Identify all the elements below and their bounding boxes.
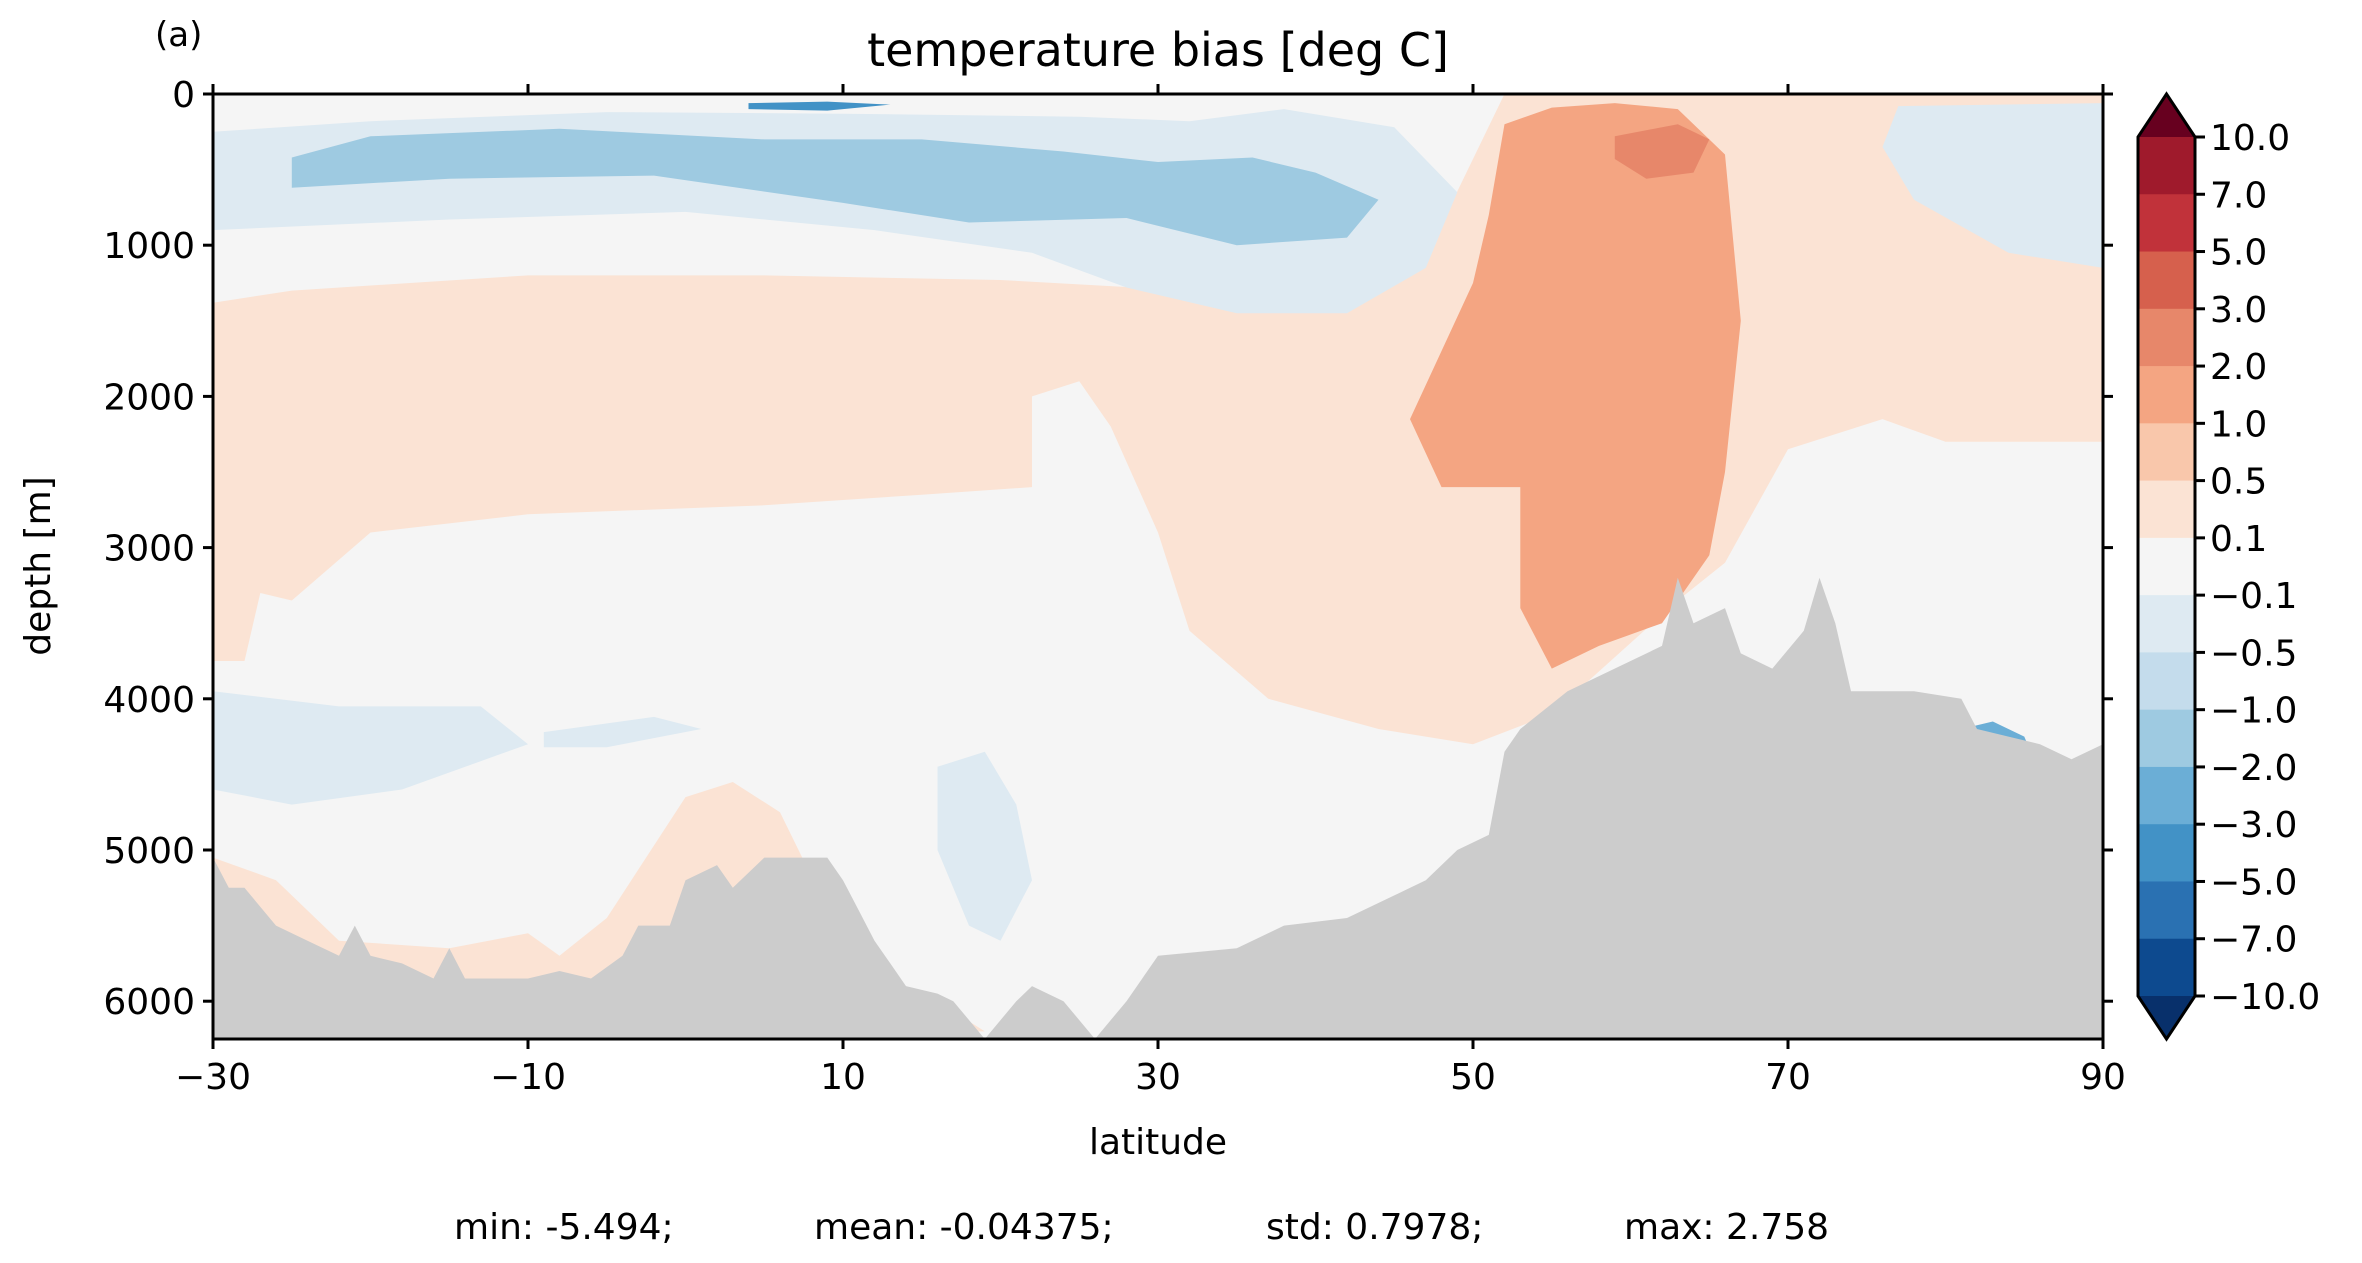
y-tick-label: 6000 [103, 982, 195, 1023]
colorbar-swatch [2138, 652, 2195, 711]
x-tick-label: 90 [2080, 1057, 2126, 1098]
y-tick-label: 4000 [103, 680, 195, 721]
colorbar-tick-label: −1.0 [2210, 691, 2297, 732]
field-region-cool-upper-north [1882, 103, 2103, 268]
colorbar-swatch [2138, 709, 2195, 768]
colorbar-swatch [2138, 938, 2195, 997]
colorbar: 10.0 7.0 5.0 3.0 2.0 1.0 0.5 0.1 −0.1 −0.5 −1.0 −2.… [2136, 91, 2320, 1042]
colorbar-swatch [2138, 824, 2195, 883]
colorbar-extend-min [2138, 996, 2195, 1039]
field-region-cool-upper-core [291, 128, 1379, 246]
colorbar-swatch [2138, 423, 2195, 482]
colorbar-tick-label: 0.5 [2210, 462, 2267, 503]
colorbar-tick-label: 7.0 [2210, 175, 2267, 216]
colorbar-tick-label: −0.1 [2210, 576, 2297, 617]
colorbar-swatch [2138, 194, 2195, 253]
y-tick-label: 5000 [103, 831, 195, 872]
colorbar-swatch [2138, 595, 2195, 653]
panel-label: (a) [155, 15, 202, 55]
x-tick-label: 70 [1765, 1057, 1811, 1098]
colorbar-tick-label: 2.0 [2210, 347, 2267, 388]
x-tick-label: 10 [820, 1057, 866, 1098]
x-tick-label: 50 [1450, 1057, 1496, 1098]
field-region-cool-surface-strip [748, 101, 891, 111]
y-tick-label: 0 [172, 75, 195, 116]
colorbar-swatch [2138, 251, 2195, 310]
colorbar-swatch [2138, 137, 2195, 195]
colorbar-swatch [2138, 766, 2195, 825]
stat-min: min: -5.494; [454, 1207, 674, 1248]
colorbar-tick-label: 1.0 [2210, 404, 2267, 445]
heatmap-field [213, 94, 2103, 1039]
y-axis: 0 1000 2000 3000 4000 5000 6000 [103, 75, 2113, 1023]
colorbar-swatch [2138, 881, 2195, 940]
seafloor-mask [213, 577, 2103, 1039]
field-region-cool-deep-south [213, 691, 528, 805]
stat-mean: mean: -0.04375; [814, 1207, 1114, 1248]
field-region-warm-core [1410, 103, 1741, 669]
colorbar-tick-label: −0.5 [2210, 633, 2297, 674]
colorbar-swatch [2138, 366, 2195, 424]
x-tick-label: 30 [1135, 1057, 1181, 1098]
chart-title: temperature bias [deg C] [867, 23, 1449, 77]
colorbar-swatch [2138, 537, 2195, 596]
y-tick-label: 1000 [103, 226, 195, 267]
y-tick-label: 2000 [103, 377, 195, 418]
plot-area [213, 94, 2103, 1039]
field-region-cool-deep-column [937, 751, 1032, 941]
colorbar-tick-label: −2.0 [2210, 748, 2297, 789]
x-tick-label: −10 [490, 1057, 566, 1098]
colorbar-tick-label: 3.0 [2210, 290, 2267, 331]
x-axis-label: latitude [1089, 1122, 1227, 1163]
colorbar-tick-label: −3.0 [2210, 805, 2297, 846]
colorbar-swatch [2138, 308, 2195, 367]
x-tick-label: −30 [175, 1057, 251, 1098]
y-axis-label: depth [m] [18, 476, 59, 655]
colorbar-tick-label: −5.0 [2210, 862, 2297, 903]
stat-std: std: 0.7978; [1266, 1207, 1483, 1248]
y-tick-label: 3000 [103, 529, 195, 570]
colorbar-tick-label: 10.0 [2210, 118, 2290, 159]
colorbar-tick-label: 0.1 [2210, 519, 2267, 560]
field-region-cool-deep-mid [543, 716, 702, 748]
colorbar-tick-label: −10.0 [2210, 977, 2320, 1018]
field-region-warm-surface-patch [1614, 124, 1710, 179]
colorbar-tick-label: 5.0 [2210, 233, 2267, 274]
stat-max: max: 2.758 [1624, 1207, 1829, 1248]
x-axis: −30 −10 10 30 50 70 90 [175, 84, 2126, 1098]
colorbar-swatch [2138, 480, 2195, 539]
colorbar-tick-label: −7.0 [2210, 920, 2297, 961]
colorbar-extend-max [2138, 94, 2195, 137]
